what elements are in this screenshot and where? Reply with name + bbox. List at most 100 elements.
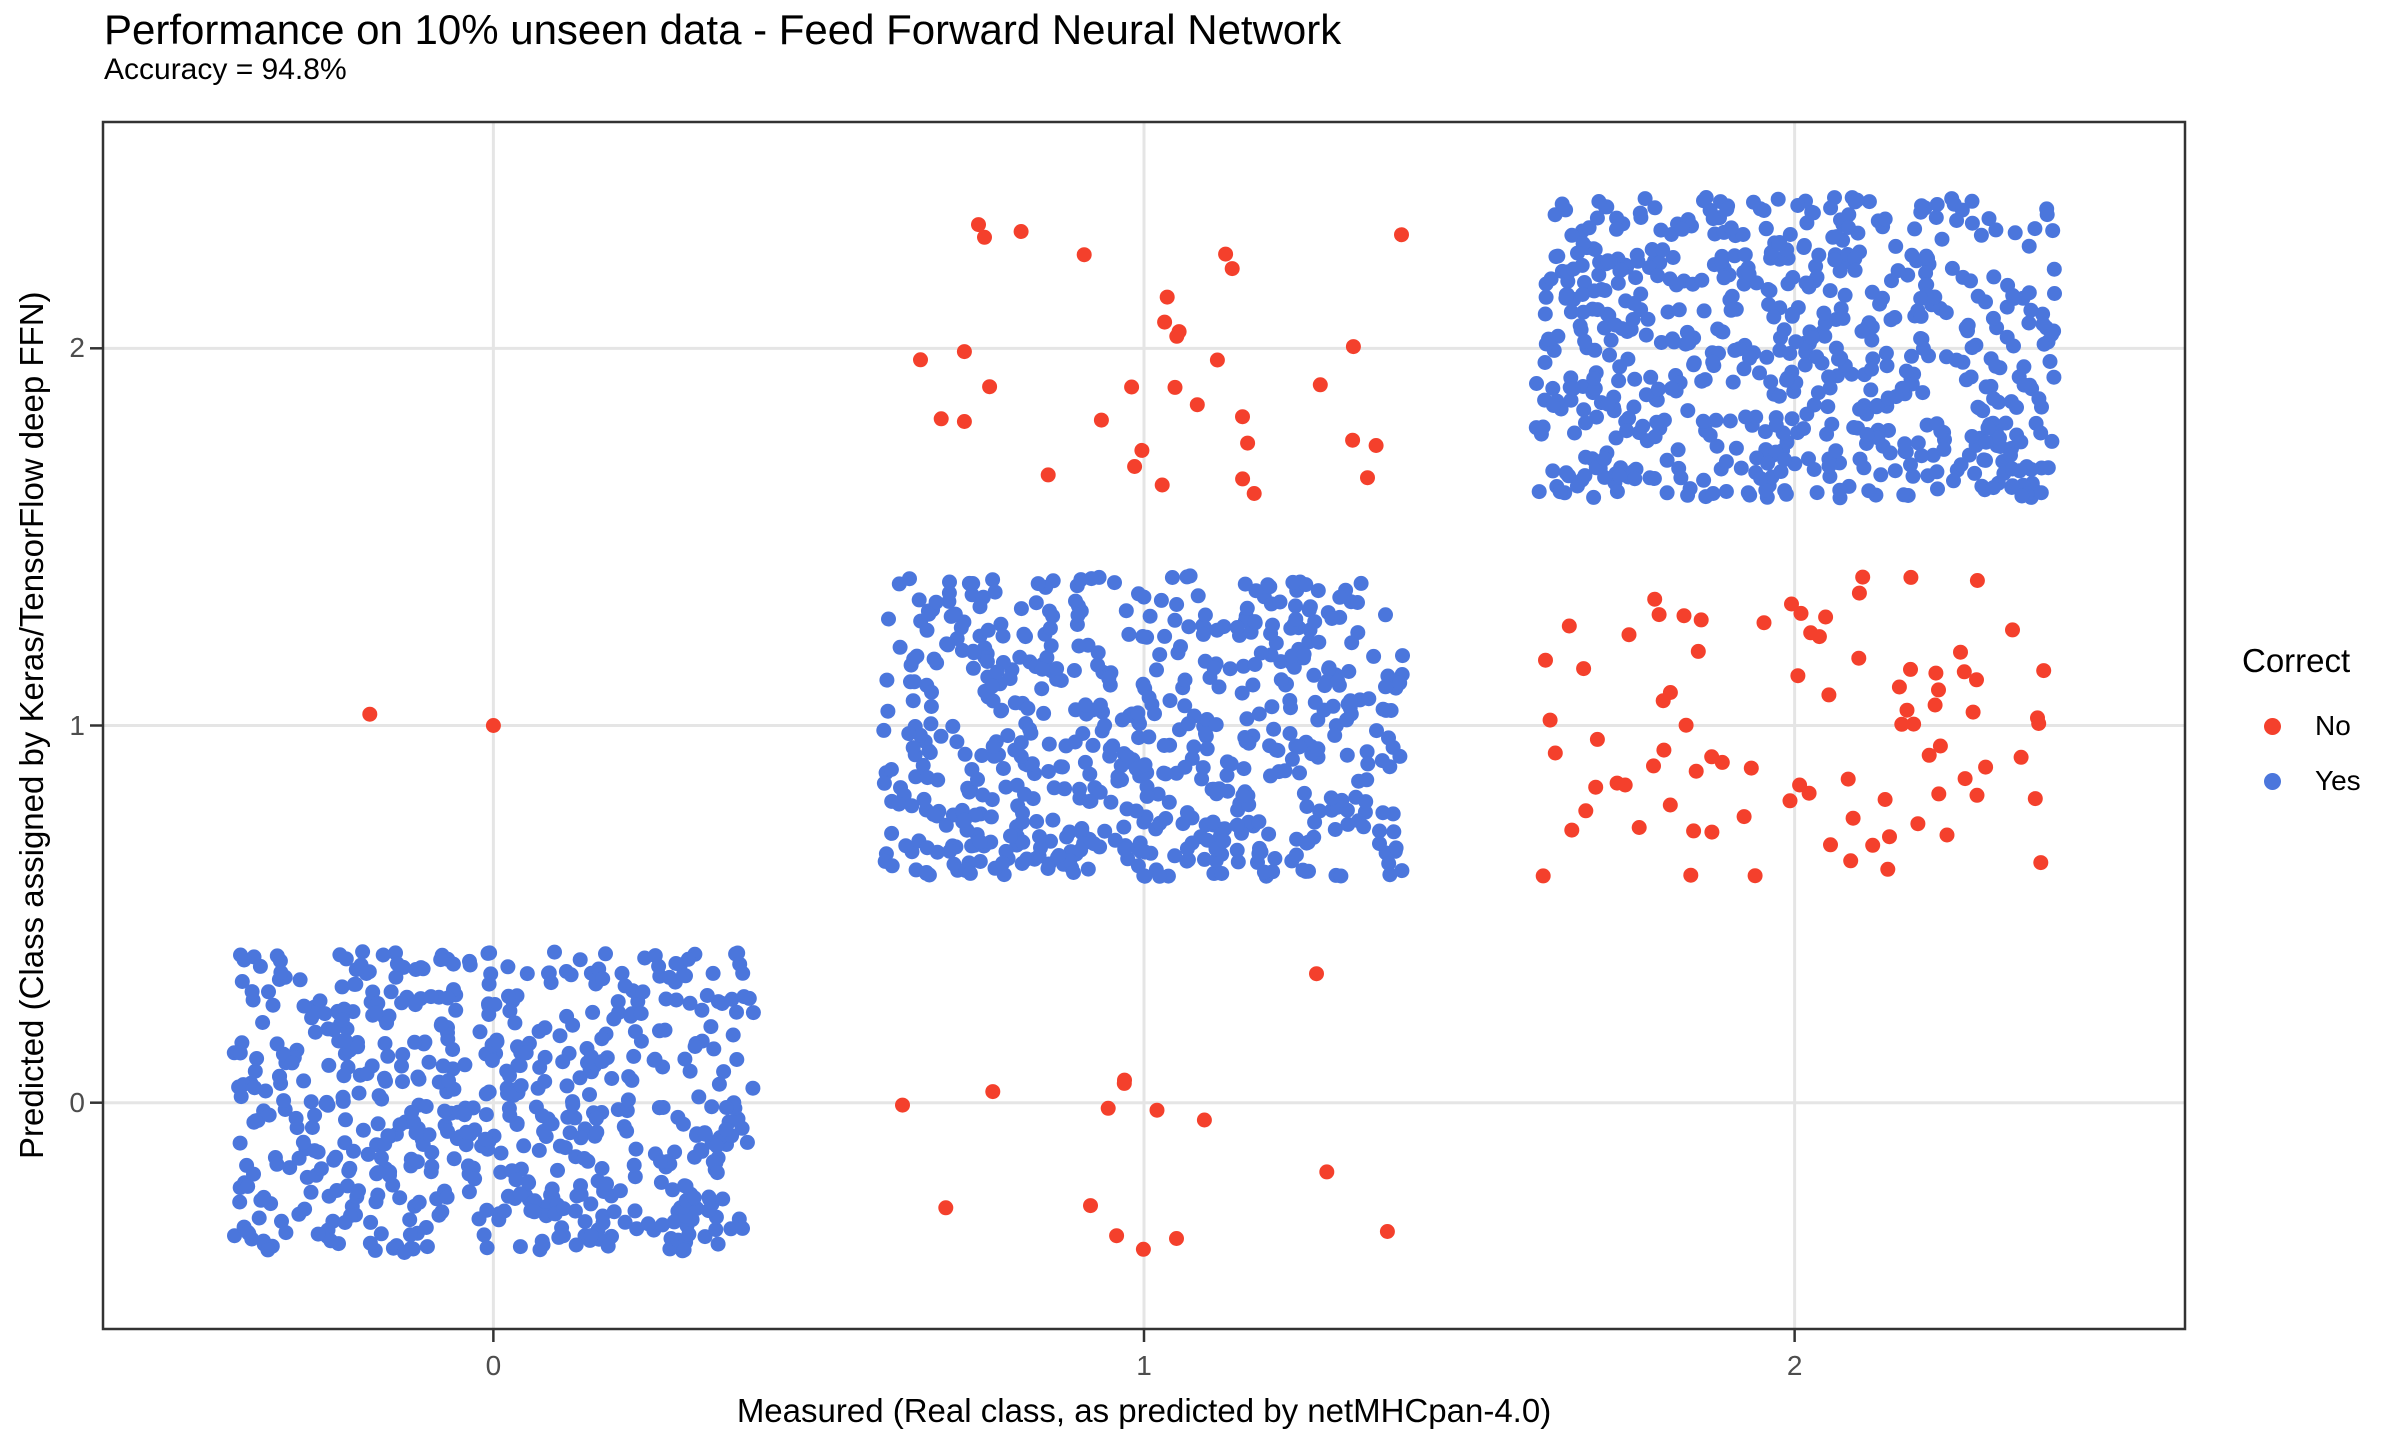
data-point [905, 740, 921, 756]
data-point [1179, 853, 1195, 869]
data-point [1090, 645, 1106, 661]
data-point [1756, 615, 1772, 631]
data-point [1230, 854, 1246, 870]
data-point [1388, 840, 1404, 856]
data-point [1759, 349, 1775, 365]
data-point [440, 1123, 455, 1139]
data-point [261, 984, 276, 1000]
data-point [1245, 677, 1261, 693]
data-point [1705, 486, 1721, 501]
data-point [1117, 841, 1133, 857]
data-point [647, 948, 663, 964]
data-point [1316, 702, 1332, 718]
data-point [382, 1167, 397, 1183]
data-point [1861, 483, 1877, 499]
data-point [370, 1165, 386, 1181]
data-point [1747, 868, 1763, 884]
data-point [1049, 661, 1065, 677]
data-point [534, 1233, 550, 1249]
data-point [1266, 721, 1282, 737]
data-point [1092, 697, 1108, 713]
data-point [1208, 853, 1224, 869]
x-tick-label-2: 2 [1786, 1350, 1803, 1381]
data-point [303, 1184, 319, 1200]
data-point [989, 664, 1005, 680]
data-point [1561, 618, 1577, 634]
data-point [1915, 341, 1931, 357]
data-point [1832, 482, 1848, 498]
data-point [715, 1191, 731, 1207]
data-point [1319, 1164, 1335, 1180]
data-point [1381, 730, 1396, 746]
y-tick-label-0: 0 [69, 1086, 85, 1118]
data-point [334, 1012, 350, 1028]
data-point [1300, 834, 1316, 850]
data-point [903, 674, 918, 690]
data-point [512, 1186, 528, 1202]
data-point [1330, 673, 1346, 689]
data-point [1635, 418, 1651, 434]
data-point [1045, 608, 1061, 624]
data-point [1561, 468, 1577, 484]
data-point [1205, 814, 1221, 830]
data-point [1686, 355, 1702, 371]
data-point [1033, 840, 1048, 856]
data-point [1083, 1198, 1098, 1214]
data-point [926, 807, 942, 822]
data-point [2040, 460, 2056, 476]
data-point [2005, 622, 2020, 638]
data-point [1610, 275, 1626, 291]
data-point [942, 843, 958, 859]
data-point [1152, 868, 1168, 884]
data-point [573, 1130, 589, 1146]
data-point [1017, 786, 1032, 802]
data-point [1782, 346, 1798, 361]
data-point [2006, 338, 2021, 354]
data-point [1600, 253, 1616, 269]
data-point [1659, 452, 1675, 468]
data-point [703, 1019, 719, 1035]
data-point [929, 844, 945, 860]
data-point [1152, 815, 1168, 831]
data-point [2031, 716, 2047, 731]
data-point [1538, 652, 1553, 668]
data-point [1913, 308, 1929, 324]
data-point [1340, 816, 1356, 832]
data-point [1059, 829, 1075, 845]
data-point [445, 956, 461, 972]
data-point [1194, 771, 1210, 787]
data-point [1327, 727, 1343, 743]
data-point [1356, 819, 1372, 835]
data-point [739, 1134, 755, 1150]
data-point [513, 1078, 529, 1094]
data-point [678, 968, 693, 984]
data-point [1964, 429, 1980, 444]
data-point [1978, 759, 1994, 775]
data-point [1253, 645, 1269, 661]
data-point [338, 1112, 353, 1128]
data-point [377, 1036, 393, 1051]
data-point [1907, 221, 1923, 237]
data-point [972, 834, 988, 850]
data-point [1251, 814, 1267, 830]
data-point [375, 947, 391, 963]
data-point [313, 1161, 329, 1177]
data-point [718, 1122, 734, 1137]
data-point [1792, 777, 1808, 793]
data-point [276, 1093, 292, 1109]
data-point [666, 1214, 682, 1230]
data-point [1043, 638, 1059, 654]
data-point [1873, 467, 1889, 483]
data-point [965, 660, 981, 676]
data-point [347, 976, 362, 992]
data-point [600, 1238, 616, 1254]
data-point [1688, 763, 1704, 779]
data-point [626, 1157, 642, 1173]
data-point [312, 993, 328, 1009]
data-point [467, 1171, 483, 1187]
data-point [232, 1045, 248, 1061]
data-point [1831, 351, 1846, 367]
data-point [1149, 1102, 1165, 1118]
data-point [1159, 289, 1175, 305]
cluster-measured-1-predicted-2 [913, 217, 1409, 501]
